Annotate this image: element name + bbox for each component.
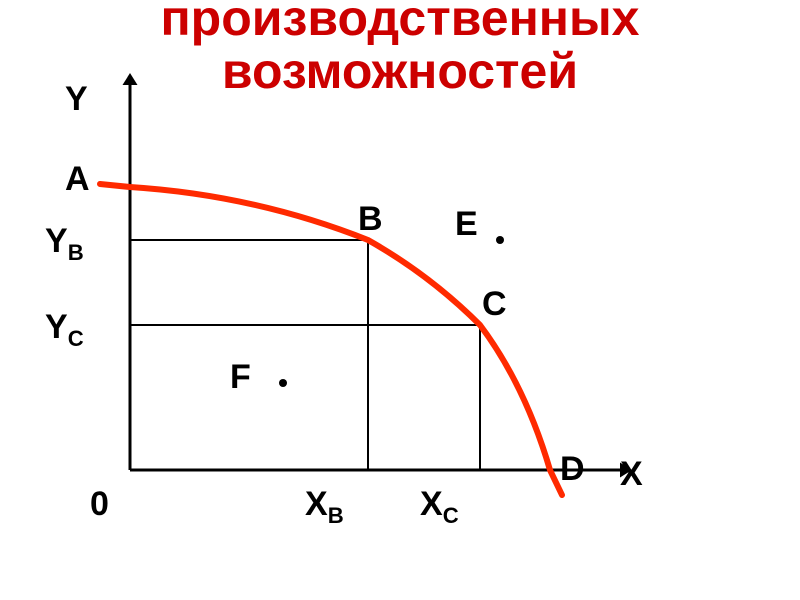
title-line2: возможностей: [222, 43, 578, 99]
point-E: [496, 236, 504, 244]
label-Y: Y: [65, 80, 88, 119]
label-0: 0: [90, 485, 109, 524]
ppf-chart: 0YABCDXEFYBYCXBXC: [100, 100, 660, 530]
label-F: F: [230, 358, 251, 397]
label-E: E: [455, 205, 478, 244]
label-A: A: [65, 160, 90, 199]
label-D: D: [560, 450, 585, 489]
label-YB: YB: [45, 222, 84, 266]
label-XB: XB: [305, 485, 344, 529]
label-X: X: [620, 455, 643, 494]
label-C: C: [482, 285, 507, 324]
label-YC: YC: [45, 308, 84, 352]
label-B: B: [358, 200, 383, 239]
point-F: [279, 379, 287, 387]
title-line1: производственных: [160, 0, 639, 46]
label-XC: XC: [420, 485, 459, 529]
chart-title: производственныхвозможностей: [0, 0, 800, 97]
